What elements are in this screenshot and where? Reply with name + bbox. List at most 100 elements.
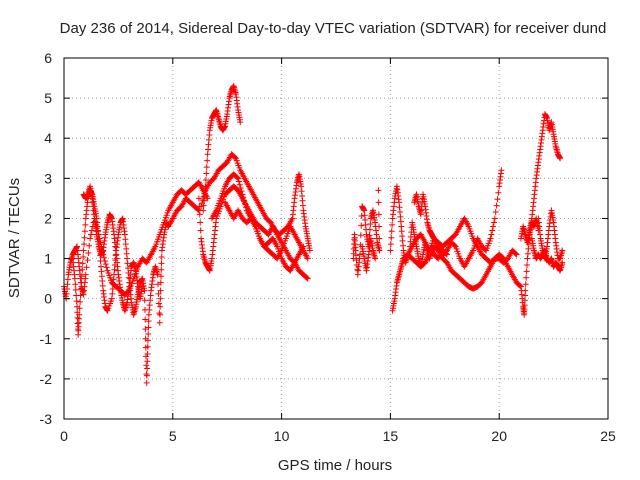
data-point: [557, 155, 564, 162]
data-point: [145, 330, 152, 337]
chart-title: Day 236 of 2014, Sidereal Day-to-day VTE…: [60, 20, 607, 37]
data-point: [512, 250, 519, 257]
data-point: [523, 274, 530, 281]
x-tick-label: 15: [383, 428, 399, 444]
data-point: [72, 286, 79, 293]
data-point: [158, 266, 165, 273]
data-point: [154, 271, 161, 278]
x-tick-label: 25: [600, 428, 616, 444]
data-point: [490, 219, 497, 226]
data-point: [498, 167, 505, 174]
data-point: [199, 196, 206, 203]
y-tick-label: -2: [40, 371, 53, 387]
data-point: [235, 178, 242, 185]
data-point: [144, 337, 151, 344]
data-point: [196, 211, 203, 218]
data-point: [513, 251, 520, 258]
data-point: [494, 196, 501, 203]
data-point: [81, 241, 88, 248]
data-point: [84, 257, 91, 264]
data-point: [81, 228, 88, 235]
data-point: [375, 211, 382, 218]
data-point: [203, 164, 210, 171]
data-point: [242, 201, 249, 208]
data-point: [375, 199, 382, 206]
data-point: [236, 181, 243, 188]
data-point: [77, 286, 84, 293]
data-point: [303, 274, 310, 281]
x-tick-label: 20: [491, 428, 507, 444]
data-point: [156, 319, 163, 326]
data-point: [157, 295, 164, 302]
data-point: [304, 255, 311, 262]
data-point: [240, 194, 247, 201]
data-point: [158, 260, 165, 267]
data-point: [376, 223, 383, 230]
data-point: [82, 271, 89, 278]
data-point: [356, 251, 363, 258]
data-point: [195, 206, 202, 213]
y-tick-label: 0: [44, 291, 52, 307]
data-point: [72, 281, 79, 288]
data-point: [81, 234, 88, 241]
data-point: [82, 221, 89, 228]
data-point: [79, 266, 86, 273]
data-point: [79, 260, 86, 267]
data-point: [388, 234, 395, 241]
data-point: [451, 242, 458, 249]
data-point: [490, 223, 497, 230]
x-tick-label: 5: [169, 428, 177, 444]
data-point: [143, 379, 150, 386]
data-point: [204, 195, 211, 202]
data-point: [158, 273, 165, 280]
y-tick-label: 6: [44, 50, 52, 66]
data-point: [144, 351, 151, 358]
data-point: [489, 227, 496, 234]
data-point: [101, 254, 108, 261]
data-point: [376, 235, 383, 242]
data-point: [201, 190, 208, 197]
y-tick-label: 4: [44, 130, 52, 146]
data-point: [304, 275, 311, 282]
data-point: [242, 204, 249, 211]
data-point: [80, 253, 87, 260]
data-point: [197, 219, 204, 226]
data-point: [238, 188, 245, 195]
data-point: [155, 290, 162, 297]
data-point: [97, 257, 104, 264]
data-point: [237, 184, 244, 191]
data-point: [237, 119, 244, 126]
data-point: [158, 253, 165, 260]
y-tick-label: 3: [44, 170, 52, 186]
y-tick-label: 2: [44, 210, 52, 226]
data-point: [559, 247, 566, 254]
data-point: [73, 298, 80, 305]
data-point: [375, 187, 382, 194]
data-point: [144, 343, 151, 350]
data-point: [517, 282, 524, 289]
plot-frame: [63, 57, 609, 420]
data-point: [86, 242, 93, 249]
data-point: [522, 287, 529, 294]
data-point: [197, 227, 204, 234]
data-point: [144, 358, 151, 365]
y-tick-label: 5: [44, 90, 52, 106]
data-point: [357, 232, 364, 239]
data-point: [387, 241, 394, 248]
data-point: [76, 305, 83, 312]
data-point: [77, 292, 84, 299]
data-point: [157, 303, 164, 310]
data-point: [241, 197, 248, 204]
data-point: [358, 213, 365, 220]
data-point: [388, 228, 395, 235]
data-point: [239, 191, 246, 198]
data-point: [74, 320, 81, 327]
data-point: [87, 231, 94, 238]
data-point: [87, 235, 94, 242]
data-point: [376, 247, 383, 254]
data-point: [198, 200, 205, 207]
data-point: [234, 174, 241, 181]
data-point: [141, 297, 148, 304]
